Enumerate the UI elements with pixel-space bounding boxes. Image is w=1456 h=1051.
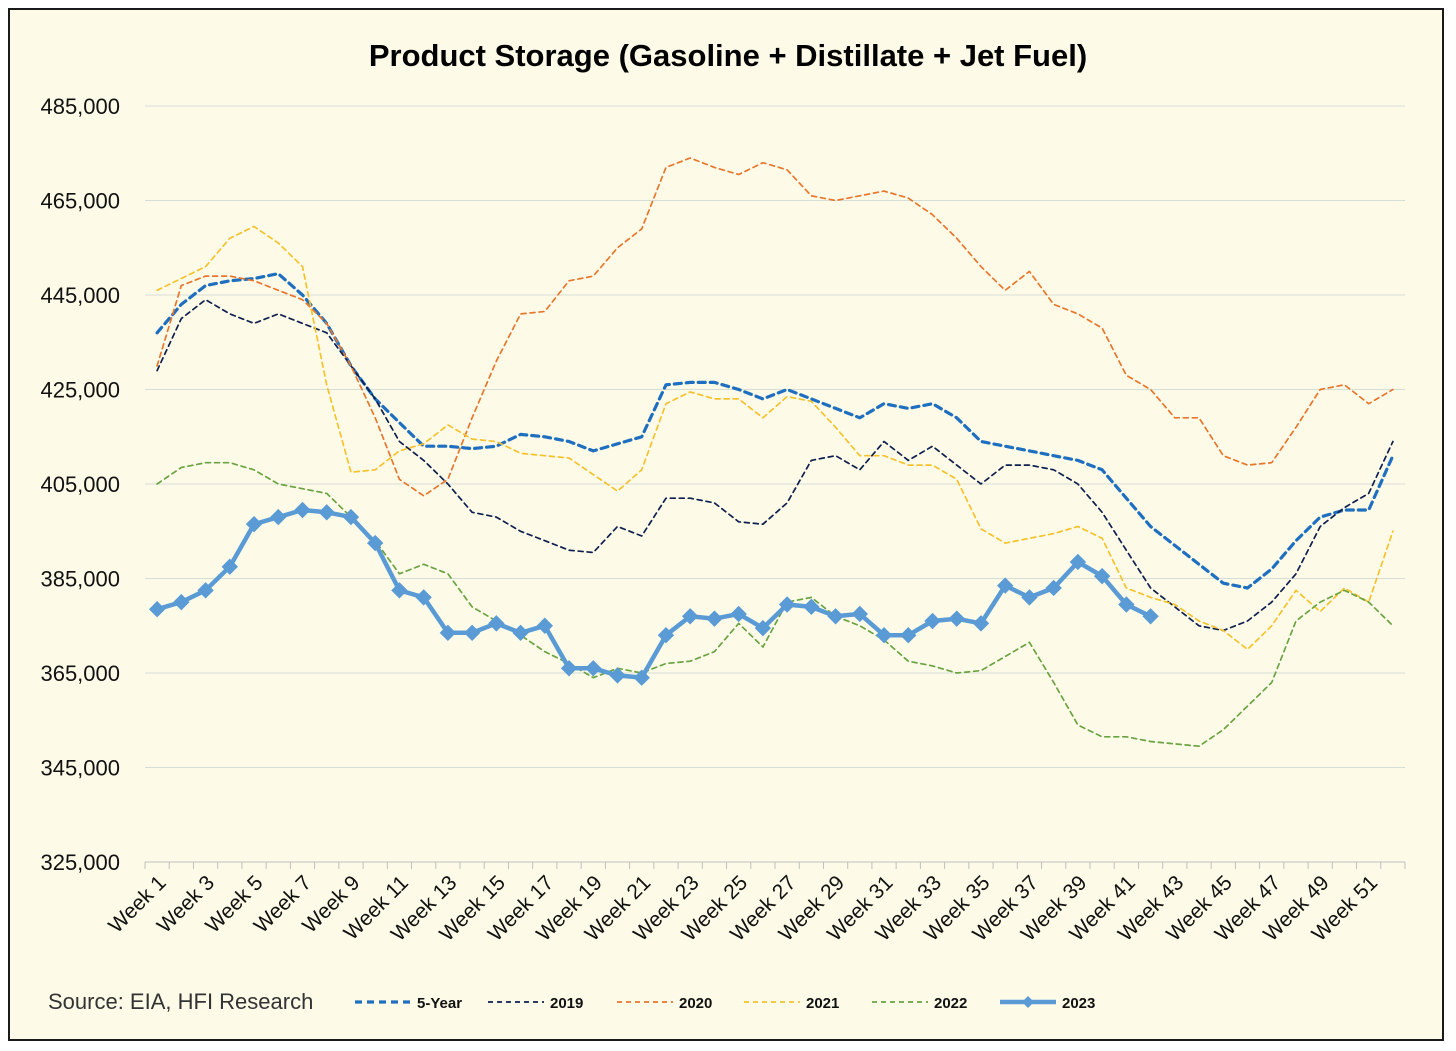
data-point-2023 (463, 624, 481, 642)
data-point-2023 (270, 508, 287, 526)
data-point-2023 (803, 598, 820, 616)
data-point-2023 (342, 508, 360, 526)
data-point-2023 (730, 605, 747, 623)
legend-item-5-year: 5-Year (355, 995, 462, 1012)
y-tick-label: 485,000 (40, 94, 120, 119)
data-point-2023 (366, 534, 384, 552)
series-2021 (156, 225, 1394, 651)
data-point-2023 (900, 626, 917, 644)
data-point-2023 (609, 667, 626, 684)
series-2019 (156, 298, 1394, 632)
series-line-2021 (156, 225, 1394, 651)
legend-item-2021: 2021 (744, 995, 839, 1012)
series-line-2019 (156, 298, 1394, 632)
series-line-2022 (156, 461, 1394, 748)
data-point-2023 (391, 582, 408, 599)
legend-label-5-year: 5-Year (417, 995, 462, 1012)
data-point-2023 (173, 593, 190, 611)
data-point-2023 (827, 608, 844, 625)
data-point-2023 (488, 615, 505, 632)
data-point-2023 (681, 608, 699, 625)
data-point-2023 (875, 626, 893, 644)
legend-label-2022: 2022 (934, 995, 967, 1012)
legend-label-2019: 2019 (550, 995, 583, 1012)
y-tick-label: 425,000 (40, 378, 120, 403)
data-point-2023 (245, 515, 263, 533)
data-point-2023 (585, 660, 602, 677)
series-2022 (156, 461, 1394, 748)
legend-label-2023: 2023 (1062, 995, 1095, 1012)
data-point-2023 (148, 601, 166, 618)
data-point-2023 (948, 610, 965, 627)
series-line-2023 (154, 507, 1153, 680)
legend: 5-Year 2019 2020 2021 2022 2023 (355, 995, 1095, 1012)
data-point-2023 (924, 612, 941, 630)
data-point-2023 (706, 610, 723, 627)
data-point-2023 (536, 617, 554, 634)
data-point-2023 (1093, 567, 1111, 585)
data-point-2023 (1045, 579, 1062, 597)
legend-item-2019: 2019 (488, 995, 583, 1012)
legend-item-2023: 2023 (1000, 995, 1095, 1012)
y-tick-label: 405,000 (40, 472, 120, 497)
series-lines (148, 157, 1395, 748)
data-point-2023 (657, 626, 675, 644)
data-point-2023 (754, 619, 772, 637)
data-point-2023 (294, 501, 311, 519)
data-point-2023 (318, 504, 335, 521)
data-point-2023 (1069, 553, 1087, 571)
series-2023 (148, 501, 1159, 686)
data-point-2023 (996, 577, 1014, 594)
y-tick-label: 445,000 (40, 283, 120, 308)
chart-canvas: Product Storage (Gasoline + Distillate +… (40, 38, 1406, 1014)
data-point-2023 (1021, 589, 1038, 606)
y-tick-label: 365,000 (40, 661, 120, 686)
legend-item-2020: 2020 (617, 995, 712, 1012)
data-point-2023 (1142, 608, 1159, 625)
series-line-2020 (156, 157, 1394, 497)
data-point-2023 (415, 589, 432, 606)
data-point-2023 (633, 669, 650, 686)
data-point-2023 (197, 582, 214, 599)
data-point-2023 (221, 558, 239, 575)
gridlines (145, 105, 1405, 863)
data-point-2023 (972, 615, 990, 632)
y-axis-ticks: 485,000 465,000 445,000 425,000 405,000 385,0… (40, 94, 120, 875)
data-point-2023 (778, 596, 796, 613)
series-2020 (156, 157, 1394, 497)
y-tick-label: 385,000 (40, 567, 120, 592)
data-point-2023 (512, 624, 529, 642)
data-point-2023 (1118, 596, 1135, 613)
legend-label-2020: 2020 (679, 995, 712, 1012)
data-point-2023 (851, 605, 869, 623)
legend-marker-2023 (1022, 996, 1034, 1008)
y-tick-label: 465,000 (40, 189, 120, 214)
y-tick-label: 325,000 (40, 850, 120, 875)
data-point-2023 (439, 624, 457, 642)
legend-item-2022: 2022 (872, 995, 967, 1012)
chart-title: Product Storage (Gasoline + Distillate +… (369, 38, 1087, 73)
data-point-2023 (560, 660, 578, 677)
chart-frame: Product Storage (Gasoline + Distillate +… (8, 8, 1444, 1041)
source-label: Source: EIA, HFI Research (48, 989, 313, 1014)
y-tick-label: 345,000 (40, 756, 120, 781)
legend-label-2021: 2021 (806, 995, 839, 1012)
